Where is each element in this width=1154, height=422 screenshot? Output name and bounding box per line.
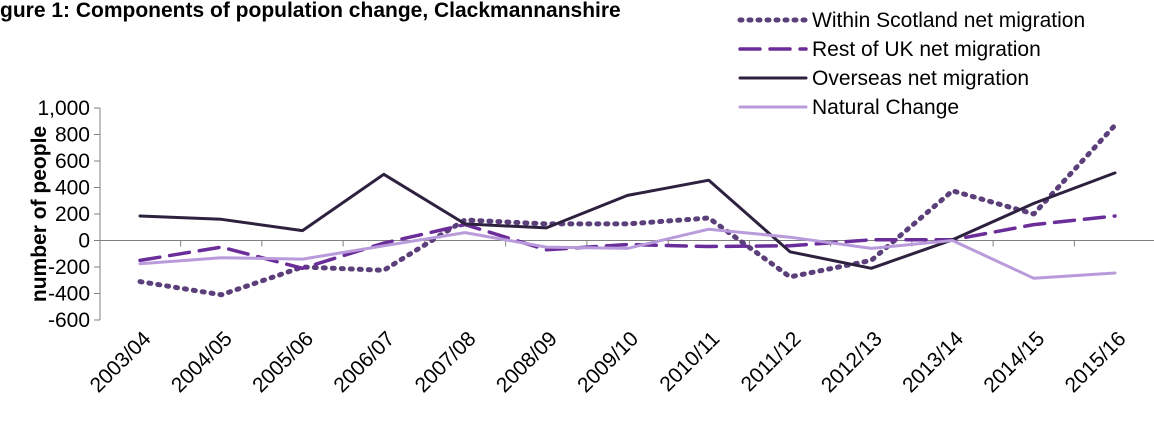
legend-label-4: Natural Change bbox=[812, 96, 959, 119]
x-tick-label: 2004/05 bbox=[167, 327, 237, 397]
x-tick-label: 2014/15 bbox=[979, 327, 1049, 397]
x-tick-label: 2007/08 bbox=[411, 327, 481, 397]
legend-label-3: Overseas net migration bbox=[812, 67, 1029, 90]
x-tick-label: 2015/16 bbox=[1061, 327, 1131, 397]
legend-label-2: Rest of UK net migration bbox=[812, 38, 1041, 61]
x-tick-label: 2006/07 bbox=[329, 327, 399, 397]
x-tick-label: 2012/13 bbox=[817, 327, 887, 397]
y-tick-label: 0 bbox=[78, 230, 90, 253]
x-tick-label: 2005/06 bbox=[248, 327, 318, 397]
x-tick-label: 2009/10 bbox=[573, 327, 643, 397]
series-line-4 bbox=[138, 227, 1117, 280]
series-line-3 bbox=[138, 171, 1117, 270]
y-tick-label: -400 bbox=[48, 283, 90, 306]
y-tick-label: 400 bbox=[55, 177, 90, 200]
y-tick-label: 1,000 bbox=[37, 97, 90, 120]
x-tick-label: 2010/11 bbox=[655, 327, 724, 396]
x-tick-label: 2003/04 bbox=[86, 327, 156, 397]
series-layer bbox=[137, 122, 1118, 298]
y-tick-label: 800 bbox=[55, 124, 90, 147]
x-tick-label: 2013/14 bbox=[898, 327, 968, 397]
legend-label-1: Within Scotland net migration bbox=[812, 9, 1085, 32]
y-tick-label: 600 bbox=[55, 150, 90, 173]
x-tick-label: 2008/09 bbox=[492, 327, 562, 397]
y-axis-label: number of people bbox=[28, 126, 51, 302]
chart-title: gure 1: Components of population change,… bbox=[0, 0, 621, 22]
series-line-1 bbox=[137, 122, 1118, 298]
y-tick-label: 200 bbox=[55, 203, 90, 226]
x-tick-label: 2011/12 bbox=[737, 327, 806, 396]
legend: Within Scotland net migration Rest of UK … bbox=[737, 9, 1085, 119]
y-tick-label: -200 bbox=[48, 256, 90, 279]
y-tick-label: -600 bbox=[48, 309, 90, 332]
